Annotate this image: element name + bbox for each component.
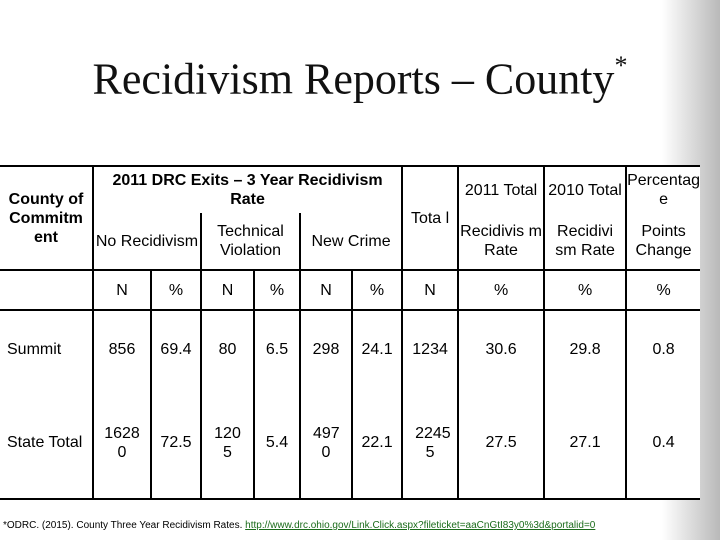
no-recidivism-header: No Recidivism [93,213,202,271]
unit-cell: % [254,270,301,311]
col-2011-subheader: Recidivis m Rate [458,213,546,271]
table-cell: 0.8 [652,340,675,358]
col-2011-subheader-text: Recidivis m Rate [460,223,542,259]
unit-cell: % [544,270,628,311]
table-cell: 24.1 [352,310,404,387]
table-cell: 856 [93,310,152,387]
new-crime-header: New Crime [300,213,404,271]
unit-cell: % [151,270,202,311]
row-county-label: State Total [0,387,94,500]
table-cell: 29.8 [544,310,628,387]
unit-cell-blank [0,270,94,311]
county-column-header: County of Commitm ent [0,165,94,271]
no-recidivism-header-text: No Recidivism [95,232,199,250]
row-county-label: Summit [0,310,94,387]
exits-group-header: 2011 DRC Exits – 3 Year Recidivism Rate [93,165,404,213]
table-row: State Total 1628 0 72.5 120 5 5.4 497 0 … [0,387,701,500]
county-column-header-text: County of Commitm ent [8,190,84,246]
table-cell: 1628 0 [93,387,152,500]
title-text: Recidivism Reports – County [92,54,615,104]
table-cell: 27.1 [544,387,628,500]
table-cell: 80 [201,310,255,387]
unit-cell: % [458,270,546,311]
col-pct-subheader-text: Points Change [635,223,692,259]
table-cell: 120 5 [201,387,255,500]
page-title: Recidivism Reports – County* [0,38,720,112]
total-column-header: Tota l [402,165,460,271]
footnote-citation: *ODRC. (2015). County Three Year Recidiv… [3,520,243,531]
exits-group-header-text: 2011 DRC Exits – 3 Year Recidivism Rate [112,172,383,208]
footnote-link[interactable]: http://www.drc.ohio.gov/Link.Click.aspx?… [245,520,596,531]
unit-cell: N [201,270,255,311]
unit-cell: N [300,270,353,311]
col-pct-subheader: Points Change [626,213,701,271]
table-row: Summit 856 69.4 80 6.5 298 24.1 1234 30.… [0,310,700,387]
table-cell: 2245 5 [402,387,460,500]
col-pct-header-text: Percentag e [627,172,701,208]
table-cell: 0.4 [626,387,701,500]
col-2011-header-text: 2011 Total [464,181,538,199]
table-cell: 22.1 [352,387,404,500]
table-cell: 1234 [402,310,460,387]
title-footnote-mark: * [614,51,628,80]
unit-cell: N [93,270,152,311]
technical-violation-header: Technical Violation [201,213,301,271]
table-cell: 298 [300,310,353,387]
unit-cell: N [402,270,460,311]
unit-cell: % [352,270,404,311]
col-2011-header: 2011 Total [458,165,546,213]
recidivism-table: County of Commitm ent 2011 DRC Exits – 3… [0,165,701,500]
col-2010-subheader-text: Recidivi sm Rate [555,223,615,259]
table-cell: 497 0 [300,387,353,500]
table-cell: 30.6 [458,310,546,387]
unit-cell: % [626,270,701,311]
total-column-header-text: Tota l [410,209,450,227]
col-2010-subheader: Recidivi sm Rate [544,213,628,271]
col-pct-header: Percentag e [626,165,701,213]
new-crime-header-text: New Crime [311,232,391,250]
table-cell: 69.4 [151,310,202,387]
table-cell: 5.4 [254,387,301,500]
col-2010-header: 2010 Total [544,165,628,213]
technical-violation-header-text: Technical Violation [217,223,284,259]
table-cell: 72.5 [151,387,202,500]
col-2010-header-text: 2010 Total [548,181,622,199]
table-cell: 6.5 [254,310,301,387]
footnote: *ODRC. (2015). County Three Year Recidiv… [3,519,718,533]
table-cell: 27.5 [458,387,546,500]
